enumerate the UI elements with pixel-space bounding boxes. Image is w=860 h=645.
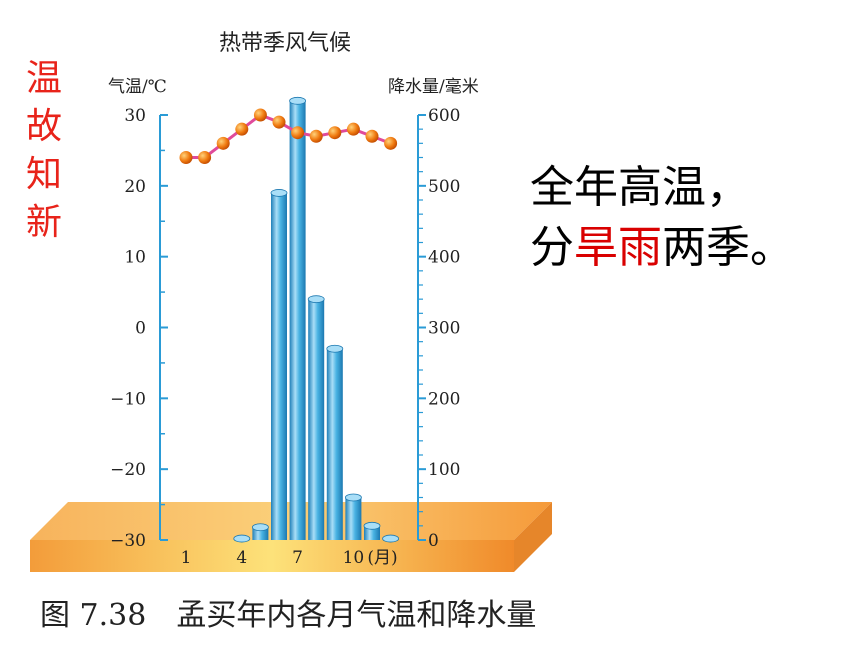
temperature-point <box>365 129 379 143</box>
precip-tick-label: 600 <box>428 106 460 126</box>
right-axis-label: 降水量/毫米 <box>388 77 479 97</box>
review-char: 新 <box>25 202 62 243</box>
chart-title: 热带季风气候 <box>219 31 351 56</box>
summary-line-1: 全年高温， <box>530 162 750 213</box>
temperature-line <box>186 113 392 159</box>
summary-dry: 旱 <box>574 222 618 273</box>
temperature-point <box>253 108 267 122</box>
month-tick-label: 4 <box>236 548 247 568</box>
left-axis-label: 气温/℃ <box>108 77 167 97</box>
precip-bar <box>363 521 381 540</box>
temperature-point <box>179 151 193 164</box>
temperature-point <box>328 126 342 140</box>
temperature-point <box>384 136 398 150</box>
summary-rain: 雨 <box>618 222 662 273</box>
review-char: 故 <box>25 106 62 147</box>
review-label: 温 故 知 新 <box>24 55 64 247</box>
temperature-point <box>346 122 360 136</box>
precip-tick-label: 0 <box>428 531 439 551</box>
precip-tick-label: 100 <box>428 460 460 480</box>
month-tick-label: 7 <box>292 548 303 568</box>
review-char: 知 <box>25 154 62 195</box>
temperature-point <box>235 122 249 136</box>
summary-post: 两季。 <box>662 222 794 273</box>
precip-tick-label: 300 <box>428 319 460 339</box>
temp-tick-label: 10 <box>124 248 146 268</box>
month-tick-label: 1 <box>181 548 192 568</box>
temperature-point <box>272 115 286 129</box>
temp-tick-label: −30 <box>110 531 146 551</box>
temperature-point <box>309 129 323 143</box>
precip-bar <box>233 534 251 543</box>
temperature-point <box>216 136 230 150</box>
precip-tick-label: 400 <box>428 248 460 268</box>
precip-bar <box>326 344 344 540</box>
temp-tick-label: 0 <box>135 319 146 339</box>
summary-pre: 分 <box>530 222 574 273</box>
precip-bar <box>307 295 325 540</box>
precip-bar <box>344 493 362 540</box>
temperature-point <box>198 151 212 164</box>
temperature-point <box>291 126 305 140</box>
temp-tick-label: −10 <box>110 389 146 409</box>
review-char: 温 <box>25 58 62 99</box>
month-unit-label: (月) <box>367 548 397 568</box>
month-tick-label: 10 <box>343 548 365 568</box>
precip-bar <box>270 189 288 540</box>
temp-tick-label: −20 <box>110 460 146 480</box>
precip-bar <box>251 523 269 540</box>
temp-tick-label: 30 <box>124 106 146 126</box>
precip-bar <box>382 534 400 543</box>
figure-caption: 图 7.38 孟买年内各月气温和降水量 <box>40 598 537 633</box>
precip-tick-label: 200 <box>428 389 460 409</box>
temp-tick-label: 20 <box>124 177 146 197</box>
precip-bar <box>289 96 307 540</box>
precip-tick-label: 500 <box>428 177 460 197</box>
climate-summary: 全年高温， 分旱雨两季。 <box>530 158 794 278</box>
summary-line-2: 分旱雨两季。 <box>530 218 794 278</box>
